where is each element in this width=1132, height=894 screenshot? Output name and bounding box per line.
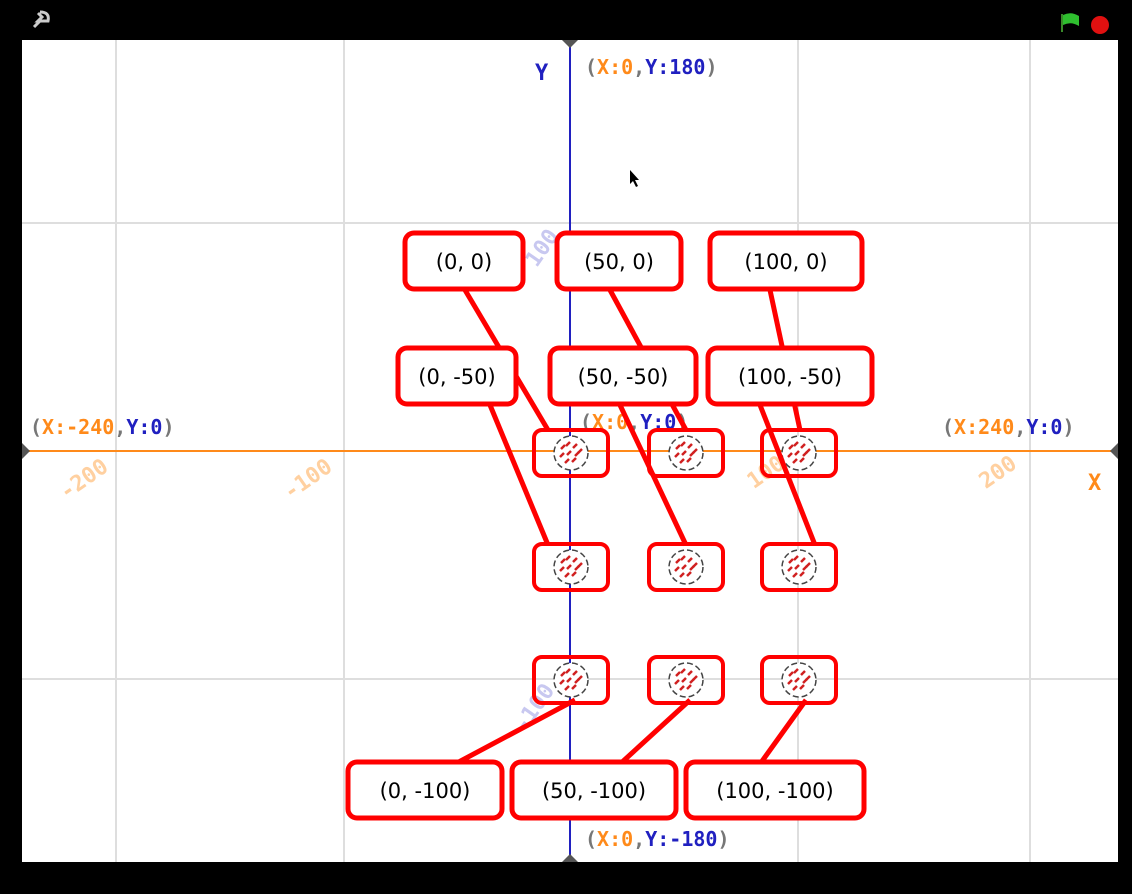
annotation-label: (0, 0)	[436, 250, 492, 274]
baseball-sprite	[669, 663, 703, 697]
coordinate-part: Y:0	[1026, 415, 1062, 439]
coordinate-part: (	[585, 55, 597, 79]
coordinate-label: (X:240,Y:0)	[942, 415, 1074, 439]
ball	[782, 550, 816, 584]
ball	[554, 436, 588, 470]
coordinate-part: )	[705, 55, 717, 79]
annotation-label: (100, 0)	[744, 250, 827, 274]
ball	[782, 663, 816, 697]
coordinate-part: (	[585, 827, 597, 851]
coordinate-part: X:0	[597, 827, 633, 851]
baseball-sprite	[782, 550, 816, 584]
baseball-sprite	[782, 663, 816, 697]
coordinate-part: X:240	[954, 415, 1014, 439]
coordinate-part: )	[1062, 415, 1074, 439]
coordinate-part: ,	[1014, 415, 1026, 439]
ball	[554, 663, 588, 697]
coordinate-label: (X:0,Y:-180)	[585, 827, 730, 851]
baseball-sprite	[782, 436, 816, 470]
coordinate-part: )	[162, 415, 174, 439]
baseball-sprite	[669, 550, 703, 584]
ball	[669, 663, 703, 697]
annotation-label: (100, -100)	[716, 779, 833, 803]
annotation-label: (50, -50)	[578, 365, 669, 389]
x-axis-name: X	[1088, 471, 1101, 496]
ball	[669, 436, 703, 470]
coordinate-label: (X:0,Y:180)	[585, 55, 717, 79]
scratch-stage-window: -200-100100200100-100XY(X:0,Y:180)(X:-24…	[0, 0, 1132, 894]
baseball-sprite	[554, 550, 588, 584]
coordinate-part: X:0	[597, 55, 633, 79]
annotation-label: (0, -50)	[418, 365, 495, 389]
coordinate-part: ,	[633, 827, 645, 851]
annotation-label: (50, 0)	[584, 250, 654, 274]
coordinate-part: Y:-180	[645, 827, 717, 851]
coordinate-part: Y:180	[645, 55, 705, 79]
annotation-label: (100, -50)	[738, 365, 842, 389]
coordinate-part: ,	[114, 415, 126, 439]
ball	[782, 436, 816, 470]
ball	[554, 550, 588, 584]
coordinate-part: (	[30, 415, 42, 439]
coordinate-part: Y:0	[126, 415, 162, 439]
coordinate-part: X:-240	[42, 415, 114, 439]
stop-button[interactable]	[1091, 16, 1109, 34]
annotation-label: (50, -100)	[542, 779, 646, 803]
ball	[669, 550, 703, 584]
baseball-sprite	[669, 436, 703, 470]
y-axis-name: Y	[535, 61, 549, 86]
coordinate-part: (	[942, 415, 954, 439]
coordinate-part: ,	[633, 55, 645, 79]
coordinate-part: )	[717, 827, 729, 851]
annotation-label: (0, -100)	[380, 779, 471, 803]
baseball-sprite	[554, 436, 588, 470]
baseball-sprite	[554, 663, 588, 697]
coordinate-label: (X:-240,Y:0)	[30, 415, 175, 439]
